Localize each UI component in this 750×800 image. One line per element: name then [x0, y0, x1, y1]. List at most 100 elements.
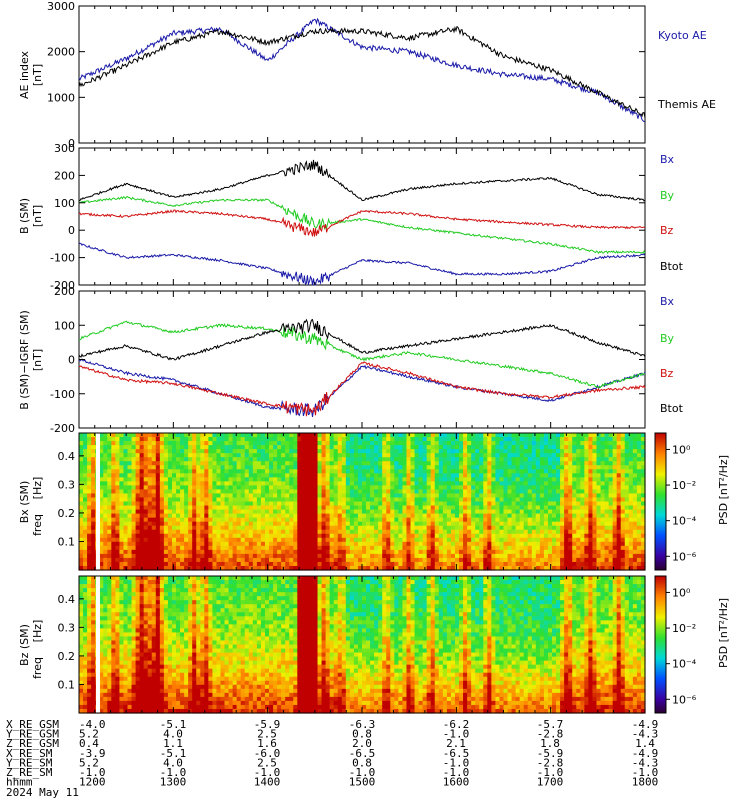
spectrogram-cell: [277, 441, 282, 446]
spectrogram-cell: [612, 449, 618, 454]
spectrogram-cell: [115, 489, 121, 495]
spectrogram-cell: [345, 537, 351, 543]
spectrogram-cell: [624, 509, 630, 515]
spectrogram-cell: [216, 445, 222, 450]
spectrogram-cell: [171, 541, 177, 547]
spectrogram-cell: [374, 481, 379, 486]
spectrogram-cell: [394, 549, 399, 555]
spectrogram-cell: [564, 529, 569, 535]
spectrogram-cell: [446, 521, 452, 527]
spectrogram-cell: [273, 517, 278, 523]
spectrogram-cell: [309, 449, 315, 454]
spectrogram-cell: [410, 453, 416, 458]
spectrogram-cell: [438, 453, 444, 458]
spectrogram-cell: [418, 433, 424, 438]
spectrogram-cell: [402, 469, 408, 474]
spectrogram-cell: [572, 521, 577, 527]
spectrogram-cell: [220, 449, 226, 454]
spectrogram-cell: [143, 453, 149, 458]
spectrogram-cell: [159, 541, 165, 547]
spectrogram-cell: [410, 537, 416, 543]
spectrogram-cell: [543, 545, 549, 551]
spectrogram-cell: [220, 553, 226, 559]
spectrogram-cell: [147, 529, 153, 535]
spectrogram-cell: [204, 517, 209, 523]
spectrogram-cell: [103, 584, 108, 589]
spectrogram-cell: [600, 505, 606, 511]
spectrogram-cell: [232, 497, 238, 503]
spectrogram-cell: [552, 513, 557, 519]
spectrogram-cell: [123, 557, 129, 563]
spectrogram-cell: [151, 457, 157, 462]
spectrogram-cell: [592, 445, 598, 450]
spectrogram-cell: [127, 537, 133, 543]
spectrogram-cell: [204, 565, 209, 571]
spectrogram-cell: [313, 565, 319, 571]
spectrogram-cell: [341, 473, 347, 478]
spectrogram-cell: [531, 481, 537, 486]
spectrogram-cell: [362, 501, 367, 507]
spectrogram-cell: [438, 561, 444, 567]
spectrogram-cell: [459, 473, 464, 478]
spectrogram-cell: [499, 497, 505, 503]
spectrogram-cell: [592, 505, 598, 511]
spectrogram-cell: [422, 481, 428, 486]
spectrogram-cell: [362, 513, 367, 519]
spectrogram-cell: [147, 545, 153, 551]
spectrogram-cell: [232, 549, 238, 555]
spectrogram-cell: [576, 529, 581, 535]
spectrogram-cell: [584, 501, 589, 507]
spectrogram-cell: [450, 441, 456, 446]
spectrogram-cell: [584, 469, 589, 474]
spectrogram-cell: [167, 457, 173, 462]
spectrogram-cell: [252, 549, 258, 555]
spectrogram-cell: [543, 497, 549, 503]
spectrogram-cell: [240, 537, 246, 543]
spectrogram-cell: [459, 565, 464, 571]
spectrogram-cell: [366, 493, 371, 499]
spectrogram-cell: [640, 525, 646, 531]
spectrogram-cell: [293, 441, 298, 446]
spectrogram-cell: [91, 445, 96, 450]
spectrogram-cell: [454, 509, 460, 515]
spectrogram-cell: [313, 497, 319, 503]
spectrogram-cell: [616, 561, 622, 567]
spectrogram-cell: [495, 525, 501, 531]
spectrogram-cell: [240, 441, 246, 446]
spectrogram-cell: [459, 493, 464, 499]
spectrogram-cell: [410, 533, 416, 539]
spectrogram-cell: [216, 529, 222, 535]
spectrogram-cell: [531, 437, 537, 442]
spectrogram-cell: [507, 549, 513, 555]
spectrogram-cell: [499, 529, 505, 535]
spectrogram-cell: [495, 529, 501, 535]
spectrogram-cell: [155, 525, 161, 531]
spectrogram-cell: [386, 437, 391, 442]
spectrogram-cell: [454, 453, 460, 458]
spectrogram-cell: [390, 477, 395, 482]
spectrogram-cell: [624, 449, 630, 454]
spectrogram-cell: [79, 521, 84, 527]
spectrogram-cell: [487, 493, 492, 499]
spectrogram-cell: [568, 493, 573, 499]
spectrogram-cell: [479, 517, 484, 523]
spectrogram-cell: [418, 457, 424, 462]
spectrogram-cell: [450, 561, 456, 567]
spectrogram-cell: [632, 437, 638, 442]
spectrogram-cell: [99, 612, 104, 617]
spectrogram-cell: [123, 525, 129, 531]
spectrogram-cell: [624, 481, 630, 486]
spectrogram-cell: [487, 457, 492, 462]
spectrogram-cell: [390, 497, 395, 503]
spectrogram-cell: [560, 493, 565, 499]
spectrogram-cell: [167, 493, 173, 499]
spectrogram-cell: [252, 525, 258, 531]
spectrogram-cell: [454, 549, 460, 555]
spectrogram-cell: [450, 545, 456, 551]
spectrogram-cell: [171, 481, 177, 486]
spectrogram-cell: [386, 525, 391, 531]
spectrogram-cell: [378, 517, 383, 523]
spectrogram-cell: [87, 505, 92, 511]
spectrogram-cell: [624, 533, 630, 539]
spectrogram-cell: [539, 469, 545, 474]
